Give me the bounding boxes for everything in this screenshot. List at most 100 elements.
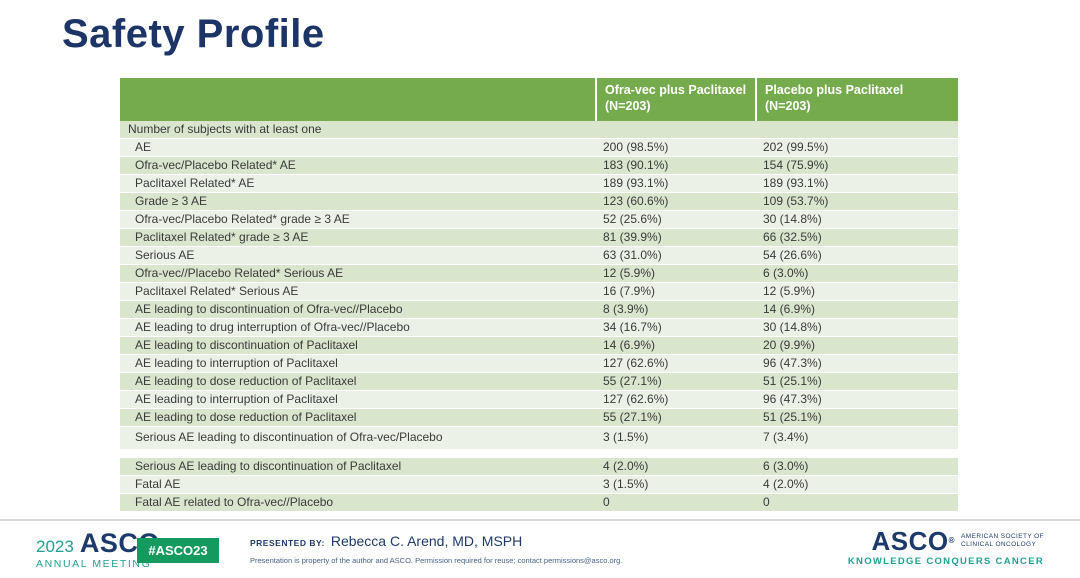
placebo-value: 202 (99.5%) bbox=[763, 140, 829, 154]
placebo-value: 66 (32.5%) bbox=[763, 230, 822, 244]
asco-wordmark-right: ASCO® bbox=[871, 526, 956, 556]
row-label: Ofra-vec/Placebo Related* grade ≥ 3 AE bbox=[135, 212, 350, 226]
placebo-value: 20 (9.9%) bbox=[763, 338, 816, 352]
ofra-vec-value: 55 (27.1%) bbox=[603, 374, 662, 388]
ofra-vec-value: 3 (1.5%) bbox=[603, 477, 649, 491]
safety-table: Ofra-vec plus Paclitaxel (N=203) Placebo… bbox=[120, 78, 958, 512]
ofra-vec-value: 52 (25.6%) bbox=[603, 212, 662, 226]
hashtag-badge: #ASCO23 bbox=[137, 538, 219, 563]
placebo-value: 54 (26.6%) bbox=[763, 248, 822, 262]
table-row: AE leading to discontinuation of Paclita… bbox=[120, 337, 958, 355]
table-row: Ofra-vec/Placebo Related* AE 183 (90.1%) 1… bbox=[120, 157, 958, 175]
placebo-value: 51 (25.1%) bbox=[763, 374, 822, 388]
ofra-vec-value: 3 (1.5%) bbox=[603, 430, 649, 444]
table-row: Paclitaxel Related* AE 189 (93.1%) 189 (93… bbox=[120, 175, 958, 193]
header-ofra-vec-column: Ofra-vec plus Paclitaxel (N=203) bbox=[595, 78, 755, 121]
header-placebo-title: Placebo plus Paclitaxel bbox=[765, 83, 904, 97]
row-label: Serious AE leading to discontinuation of… bbox=[135, 430, 443, 444]
row-label: Serious AE bbox=[135, 248, 195, 262]
header-ofra-vec-n: (N=203) bbox=[605, 99, 651, 113]
society-name: AMERICAN SOCIETY OF CLINICAL ONCOLOGY bbox=[961, 533, 1044, 548]
table-header-row: Ofra-vec plus Paclitaxel (N=203) Placebo… bbox=[120, 78, 958, 121]
table-row: Paclitaxel Related* Serious AE 16 (7.9%) 1… bbox=[120, 283, 958, 301]
table-row: Paclitaxel Related* grade ≥ 3 AE 81 (39.9… bbox=[120, 229, 958, 247]
row-label: AE leading to discontinuation of Ofra-ve… bbox=[135, 302, 403, 316]
safety-table-body: Number of subjects with at least one AE 20… bbox=[120, 121, 958, 512]
placebo-value: 96 (47.3%) bbox=[763, 356, 822, 370]
placebo-value: 109 (53.7%) bbox=[763, 194, 829, 208]
presented-by-label: PRESENTED BY: bbox=[250, 538, 325, 548]
table-row: Grade ≥ 3 AE 123 (60.6%) 109 (53.7%) bbox=[120, 193, 958, 211]
table-row: AE leading to drug interruption of Ofra-… bbox=[120, 319, 958, 337]
table-row: AE 200 (98.5%) 202 (99.5%) bbox=[120, 139, 958, 157]
row-label: AE leading to drug interruption of Ofra-… bbox=[135, 320, 410, 334]
placebo-value: 51 (25.1%) bbox=[763, 410, 822, 424]
footer-divider bbox=[0, 519, 1080, 521]
ofra-vec-value: 4 (2.0%) bbox=[603, 459, 649, 473]
header-ofra-vec-title: Ofra-vec plus Paclitaxel bbox=[605, 83, 747, 97]
placebo-value: 30 (14.8%) bbox=[763, 320, 822, 334]
footer: 2023 ASCO® ANNUAL MEETING #ASCO23 PRESEN… bbox=[0, 521, 1080, 578]
presenter-name: Rebecca C. Arend, MD, MSPH bbox=[330, 533, 523, 549]
asco-tagline: KNOWLEDGE CONQUERS CANCER bbox=[847, 556, 1044, 567]
ofra-vec-value: 55 (27.1%) bbox=[603, 410, 662, 424]
row-label: Ofra-vec//Placebo Related* Serious AE bbox=[135, 266, 344, 280]
table-row: Serious AE 63 (31.0%) 54 (26.6%) bbox=[120, 247, 958, 265]
header-spacer-cell bbox=[120, 78, 595, 121]
registered-mark-right: ® bbox=[948, 536, 956, 545]
placebo-value: 6 (3.0%) bbox=[763, 266, 809, 280]
row-label: Grade ≥ 3 AE bbox=[135, 194, 207, 208]
placebo-value: 30 (14.8%) bbox=[763, 212, 822, 226]
placebo-value: 6 (3.0%) bbox=[763, 459, 809, 473]
table-row: Serious AE leading to discontinuation of… bbox=[120, 458, 958, 476]
row-label: Ofra-vec/Placebo Related* AE bbox=[135, 158, 296, 172]
placebo-value: 154 (75.9%) bbox=[763, 158, 829, 172]
table-row: AE leading to dose reduction of Paclitax… bbox=[120, 373, 958, 391]
meeting-year: 2023 bbox=[36, 537, 74, 556]
disclaimer-text: Presentation is property of the author a… bbox=[250, 556, 623, 565]
row-label: AE bbox=[135, 140, 152, 154]
ofra-vec-value: 16 (7.9%) bbox=[603, 284, 656, 298]
table-row: AE leading to discontinuation of Ofra-ve… bbox=[120, 301, 958, 319]
asco-society-logo: ASCO® AMERICAN SOCIETY OF CLINICAL ONCOL… bbox=[847, 526, 1044, 567]
header-placebo-n: (N=203) bbox=[765, 99, 811, 113]
row-label: Paclitaxel Related* Serious AE bbox=[135, 284, 299, 298]
ofra-vec-value: 34 (16.7%) bbox=[603, 320, 662, 334]
header-placebo-column: Placebo plus Paclitaxel (N=203) bbox=[755, 78, 958, 121]
ofra-vec-value: 123 (60.6%) bbox=[603, 194, 669, 208]
ofra-vec-value: 63 (31.0%) bbox=[603, 248, 662, 262]
placebo-value bbox=[755, 121, 958, 138]
ofra-vec-value: 12 (5.9%) bbox=[603, 266, 656, 280]
annual-meeting-label: ANNUAL MEETING bbox=[36, 558, 152, 570]
placebo-value: 0 bbox=[763, 495, 770, 509]
presenter-block: PRESENTED BY: Rebecca C. Arend, MD, MSPH… bbox=[250, 533, 622, 565]
table-row: AE leading to interruption of Paclitaxel… bbox=[120, 391, 958, 409]
ofra-vec-value: 183 (90.1%) bbox=[603, 158, 669, 172]
table-row: Fatal AE 3 (1.5%) 4 (2.0%) bbox=[120, 476, 958, 494]
table-row: Number of subjects with at least one bbox=[120, 121, 958, 139]
ofra-vec-value: 8 (3.9%) bbox=[603, 302, 649, 316]
placebo-value: 189 (93.1%) bbox=[763, 176, 829, 190]
table-row: Serious AE leading to discontinuation of… bbox=[120, 427, 958, 450]
ofra-vec-value: 81 (39.9%) bbox=[603, 230, 662, 244]
ofra-vec-value bbox=[595, 121, 755, 138]
table-row: AE leading to interruption of Paclitaxel… bbox=[120, 355, 958, 373]
placebo-value: 14 (6.9%) bbox=[763, 302, 816, 316]
row-label: Paclitaxel Related* AE bbox=[135, 176, 255, 190]
placebo-value: 7 (3.4%) bbox=[763, 430, 809, 444]
row-label: Fatal AE bbox=[135, 477, 181, 491]
row-label: AE leading to dose reduction of Paclitax… bbox=[135, 410, 357, 424]
row-label: Paclitaxel Related* grade ≥ 3 AE bbox=[135, 230, 309, 244]
placebo-value: 4 (2.0%) bbox=[763, 477, 809, 491]
ofra-vec-value: 0 bbox=[603, 495, 610, 509]
row-label: Fatal AE related to Ofra-vec//Placebo bbox=[135, 495, 334, 509]
row-label: Number of subjects with at least one bbox=[128, 122, 322, 136]
table-row: AE leading to dose reduction of Paclitax… bbox=[120, 409, 958, 427]
table-row: Ofra-vec/Placebo Related* grade ≥ 3 AE 52… bbox=[120, 211, 958, 229]
table-row-gap bbox=[120, 450, 958, 458]
table-row: Fatal AE related to Ofra-vec//Placebo 0 0 bbox=[120, 494, 958, 512]
row-label: AE leading to interruption of Paclitaxel bbox=[135, 392, 338, 406]
ofra-vec-value: 189 (93.1%) bbox=[603, 176, 669, 190]
row-label: AE leading to interruption of Paclitaxel bbox=[135, 356, 338, 370]
